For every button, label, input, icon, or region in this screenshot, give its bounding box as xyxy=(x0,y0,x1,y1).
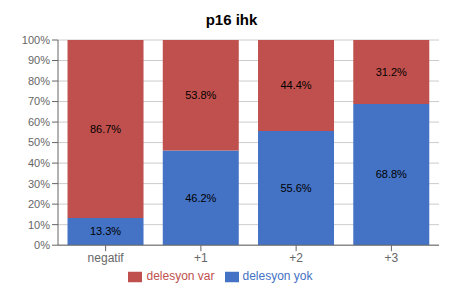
svg-text:70%: 70% xyxy=(28,95,50,107)
svg-text:50%: 50% xyxy=(28,136,50,148)
svg-text:100%: 100% xyxy=(22,34,50,46)
svg-text:40%: 40% xyxy=(28,157,50,169)
svg-text:68.8%: 68.8% xyxy=(376,168,407,180)
svg-text:46.2%: 46.2% xyxy=(185,192,216,204)
svg-text:0%: 0% xyxy=(34,239,50,251)
svg-text:13.3%: 13.3% xyxy=(90,225,121,237)
html-text:delesyon yok: delesyon yok xyxy=(242,269,313,284)
svg-text:80%: 80% xyxy=(28,75,50,87)
svg-text:60%: 60% xyxy=(28,116,50,128)
svg-text:+1: +1 xyxy=(194,251,208,265)
svg-text:44.4%: 44.4% xyxy=(280,79,311,91)
svg-text:86.7%: 86.7% xyxy=(90,123,121,135)
svg-text:20%: 20% xyxy=(28,198,50,210)
svg-text:10%: 10% xyxy=(28,219,50,231)
svg-text:31.2%: 31.2% xyxy=(376,66,407,78)
svg-text:30%: 30% xyxy=(28,178,50,190)
svg-text:+3: +3 xyxy=(385,251,399,265)
svg-text:+2: +2 xyxy=(289,251,303,265)
svg-text:55.6%: 55.6% xyxy=(280,182,311,194)
html-text:p16 ihk: p16 ihk xyxy=(205,11,258,28)
html-text:delesyon var: delesyon var xyxy=(146,269,215,284)
svg-text:negatif: negatif xyxy=(88,251,125,265)
svg-text:90%: 90% xyxy=(28,54,50,66)
svg-text:53.8%: 53.8% xyxy=(185,89,216,101)
